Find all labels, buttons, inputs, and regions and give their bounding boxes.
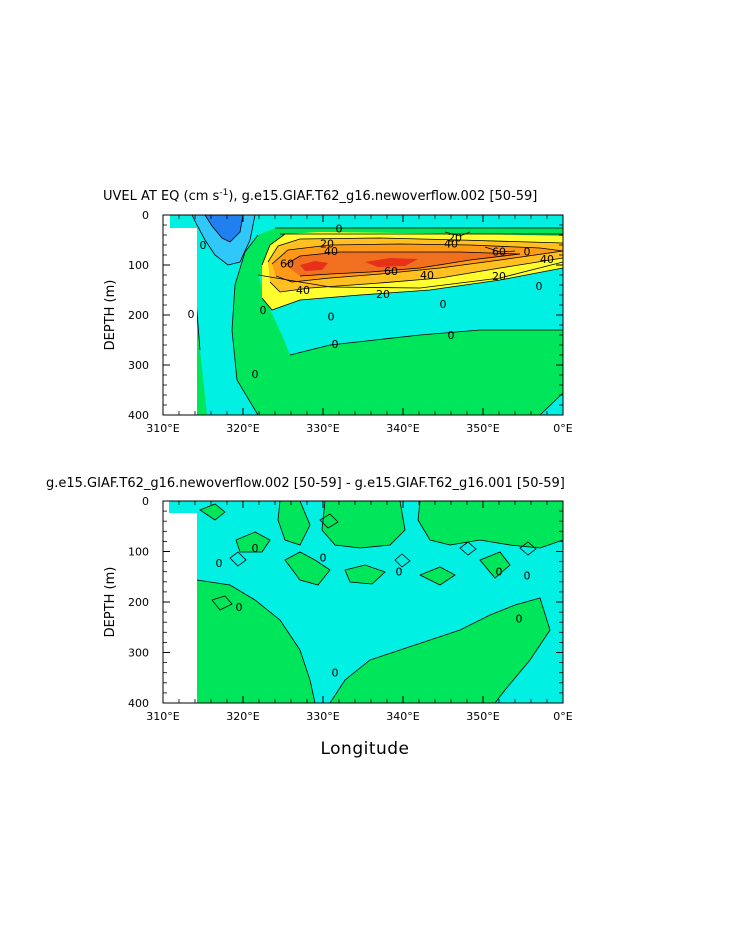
green-patch-f [200,504,225,520]
x-tick-label: 310°E [146,710,179,723]
x-tick-label: 0°E [553,710,572,723]
x-tick-label: 310°E [146,422,179,435]
land-mask [163,228,197,415]
contour-label: 0 [216,557,223,570]
panel-top-ylabel: DEPTH (m) [103,280,118,351]
contour-label: 0 [320,552,327,565]
land-mask-2 [163,513,197,703]
contour-label: 0 [440,298,447,311]
green-patch-a [236,532,270,552]
land-mask-shelf [163,215,170,228]
cyan-deep-band [258,262,563,355]
land-mask-shelf-2 [163,501,169,513]
y-tick-label: 400 [128,697,149,710]
contour-label: 0 [200,239,207,252]
panel-bottom: g.e15.GIAF.T62_g16.newoverflow.002 [50-5… [46,476,573,759]
contour-label: 0 [332,667,339,680]
contour-label: 0 [396,566,403,579]
contour-label: 20 [492,270,506,283]
y-tick-label: 100 [128,259,149,272]
x-tick-label: 340°E [386,422,419,435]
x-tick-label: 350°E [466,422,499,435]
panel-top: UVEL AT EQ (cm s-1), g.e15.GIAF.T62_g16.… [103,188,573,435]
contour-label: 0 [188,308,195,321]
contour-label: 0 [496,566,503,579]
contour-label: 0 [336,223,343,236]
green-patch-c [345,565,385,584]
contour-label: 60 [280,258,294,271]
panel-top-title: UVEL AT EQ (cm s-1), g.e15.GIAF.T62_g16.… [103,188,537,204]
green-deep-west [197,580,315,703]
contour-label: 40 [296,284,310,297]
contour-label: 0 [328,311,335,324]
y-tick-label: 200 [128,596,149,609]
y-tick-label: 400 [128,409,149,422]
contour-label: 0 [524,246,531,259]
y-tick-label: 0 [142,209,149,222]
contour-label: 20 [376,288,390,301]
green-patch-b [285,552,330,585]
red-core-west [300,261,328,271]
contour-label: 20 [448,232,462,245]
contour-label: 0 [516,613,523,626]
x-axis-label: Longitude [320,739,409,759]
contours-top [169,215,563,415]
y-tick-label: 300 [128,647,149,660]
contour-label: 0 [536,280,543,293]
contour-label: 0 [236,601,243,614]
contour-label: 0 [260,304,267,317]
y-tick-label: 200 [128,309,149,322]
x-tick-label: 350°E [466,710,499,723]
green-surface-1 [278,501,310,545]
contour-label: 20 [320,238,334,251]
contour-label: 40 [324,245,338,258]
contour-label: 40 [444,238,458,251]
panel-bottom-field: 0 0 0 0 0 0 0 0 0 [163,501,563,703]
contour-label: 60 [384,265,398,278]
green-surface-3 [418,501,563,548]
x-tick-label: 340°E [386,710,419,723]
panel-bottom-ylabel: DEPTH (m) [103,567,118,638]
panel-bottom-title: g.e15.GIAF.T62_g16.newoverflow.002 [50-5… [46,476,565,491]
x-tick-label: 0°E [553,422,572,435]
y-tick-label: 100 [128,546,149,559]
x-tick-label: 320°E [226,422,259,435]
blue-core [205,215,243,242]
contour-label: 0 [332,338,339,351]
contour-label: 60 [492,246,506,259]
y-tick-label: 300 [128,359,149,372]
contour-label: 0 [524,570,531,583]
x-tick-label: 320°E [226,710,259,723]
x-tick-label: 330°E [306,422,339,435]
contour-label: 0 [252,542,259,555]
contour-label: 40 [420,269,434,282]
green-surface-2 [322,501,405,548]
contour-label: 0 [252,368,259,381]
contours-bottom [196,501,563,703]
contour-label: 40 [540,253,554,266]
contour-label: 0 [448,329,455,342]
green-deep-east [330,598,550,703]
y-tick-label: 0 [142,495,149,508]
x-tick-label: 330°E [306,710,339,723]
red-core-east [365,258,418,267]
